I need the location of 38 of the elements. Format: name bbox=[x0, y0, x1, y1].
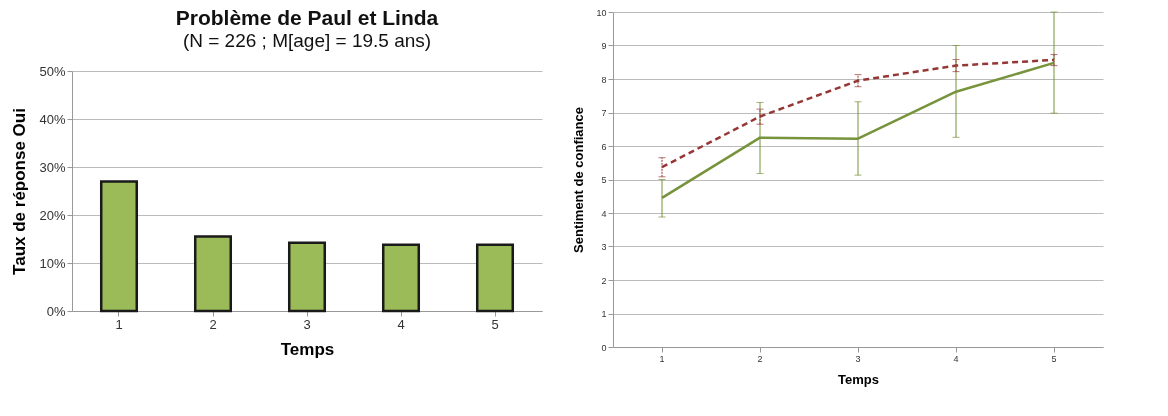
y-tick-label: 10 bbox=[596, 7, 607, 18]
y-tick-label: 40% bbox=[39, 111, 66, 127]
chart-subtitle: (N = 226 ; M[age] = 19.5 ans) bbox=[182, 30, 432, 51]
y-axis-title: Taux de réponse Oui bbox=[10, 108, 30, 275]
bar bbox=[99, 180, 139, 313]
bar bbox=[287, 241, 327, 313]
y-tick-label: 0 bbox=[601, 342, 607, 353]
y-tick-label: 7 bbox=[601, 108, 607, 118]
y-axis-title: Sentiment de confiance bbox=[571, 107, 587, 253]
y-tick-label: 2 bbox=[601, 275, 607, 286]
x-tick-label: 3 bbox=[855, 353, 861, 364]
y-tick-label: 9 bbox=[601, 41, 607, 51]
y-tick-label: 50% bbox=[39, 63, 66, 79]
y-tick-label: 6 bbox=[601, 141, 607, 152]
y-tick-label: 0% bbox=[46, 303, 66, 319]
y-tick-label: 5 bbox=[601, 175, 607, 185]
x-tick-label: 5 bbox=[1051, 353, 1057, 364]
x-tick-label: 2 bbox=[209, 316, 217, 332]
x-axis-title: Temps bbox=[838, 371, 879, 387]
bar bbox=[381, 243, 421, 313]
x-axis-title: Temps bbox=[280, 339, 335, 359]
x-tick-label: 4 bbox=[397, 316, 405, 332]
y-tick-label: 10% bbox=[39, 255, 66, 271]
y-tick-label: 1 bbox=[601, 309, 607, 319]
y-tick-label: 8 bbox=[601, 74, 607, 85]
bar bbox=[193, 235, 233, 313]
x-tick-label: 2 bbox=[757, 353, 763, 364]
x-tick-label: 4 bbox=[953, 353, 959, 364]
x-tick-label: 3 bbox=[303, 316, 311, 332]
y-tick-label: 3 bbox=[601, 242, 607, 252]
bar bbox=[475, 243, 515, 313]
chart-title: Problème de Paul et Linda bbox=[175, 6, 439, 29]
x-tick-label: 1 bbox=[115, 316, 123, 332]
x-tick-label: 1 bbox=[659, 353, 665, 364]
y-tick-label: 4 bbox=[601, 208, 607, 219]
y-tick-label: 20% bbox=[39, 207, 66, 223]
x-tick-label: 5 bbox=[491, 316, 499, 332]
y-tick-label: 30% bbox=[39, 159, 66, 175]
